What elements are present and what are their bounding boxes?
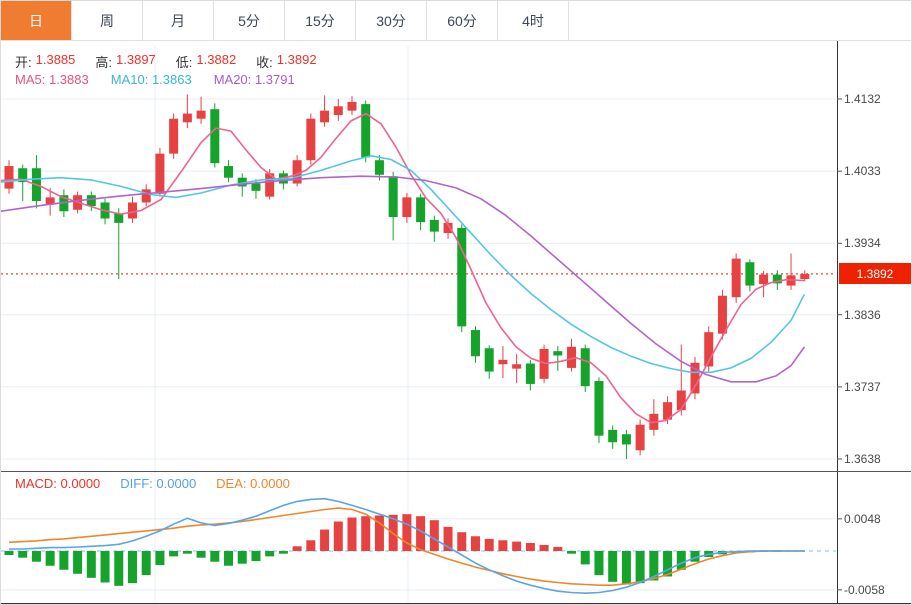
ma20-line	[1, 175, 805, 383]
diff-line	[9, 497, 805, 595]
tab-daily[interactable]: 日	[1, 1, 72, 40]
dea-label: DEA:	[216, 476, 247, 491]
ma10-value: 1.3863	[151, 72, 192, 87]
ma5-value: 1.3883	[48, 72, 89, 87]
ma10-label: MA10:	[110, 72, 149, 87]
tab-weekly[interactable]: 周	[72, 1, 143, 40]
open-value: 1.3885	[35, 52, 76, 67]
macd-legend: MACD: 0.0000 DIFF: 0.0000 DEA: 0.0000	[15, 476, 290, 491]
ohlc-high: 高: 1.3897	[95, 52, 155, 71]
candlestick-macd-chart[interactable]	[1, 41, 912, 605]
tab-15min[interactable]: 15分	[285, 1, 356, 40]
high-label: 高:	[95, 55, 113, 70]
price-axis-label: 1.4033	[844, 164, 881, 179]
diff-value: 0.0000	[156, 476, 197, 491]
high-value: 1.3897	[116, 52, 156, 67]
tab-monthly[interactable]: 月	[143, 1, 214, 40]
low-label: 低:	[175, 55, 193, 70]
dea-value: 0.0000	[250, 476, 290, 491]
axis-ticks	[837, 98, 842, 591]
ma5-line	[1, 112, 805, 424]
ma5-legend-item: MA5: 1.3883	[15, 72, 89, 87]
ma20-legend-item: MA20: 1.3791	[214, 72, 295, 87]
ma5-label: MA5:	[15, 72, 46, 87]
tab-30min[interactable]: 30分	[356, 1, 427, 40]
macd-axis-label: -0.0058	[844, 582, 885, 597]
ma10-line	[1, 155, 805, 374]
dea-line	[8, 507, 805, 587]
macd-axis-label: 0.0048	[844, 511, 881, 526]
open-label: 开:	[15, 55, 32, 70]
price-axis-label: 1.4132	[844, 92, 881, 106]
candles	[4, 94, 810, 459]
price-axis-label: 1.3934	[844, 236, 881, 251]
macd-value: 0.0000	[60, 476, 101, 491]
ma20-value: 1.3791	[254, 72, 295, 87]
diff-legend-item: DIFF: 0.0000	[120, 476, 196, 491]
timeframe-tabbar: 日周月 5分 15分 30分 60分 4时	[1, 1, 911, 41]
close-label: 收:	[256, 55, 273, 70]
price-axis-label: 1.3737	[844, 379, 881, 394]
current-price-badge: 1.3892	[839, 263, 911, 285]
macd-label: MACD:	[15, 476, 57, 491]
ma-legend: MA5: 1.3883 MA10: 1.3863 MA20: 1.3791	[15, 72, 295, 87]
ohlc-open: 开: 1.3885	[15, 52, 75, 71]
price-axis-label: 1.3638	[844, 452, 881, 466]
macd-legend-item: MACD: 0.0000	[15, 476, 100, 491]
tab-60min[interactable]: 60分	[427, 1, 498, 40]
close-value: 1.3892	[276, 52, 317, 67]
ohlc-legend: 开: 1.3885 高: 1.3897 低: 1.3882 收: 1.3892	[15, 52, 317, 71]
price-axis-label: 1.3836	[844, 307, 881, 322]
ohlc-close: 收: 1.3892	[256, 52, 316, 71]
diff-label: DIFF:	[120, 476, 153, 491]
tab-4hour[interactable]: 4时	[498, 1, 569, 40]
ma10-legend-item: MA10: 1.3863	[111, 72, 192, 87]
ohlc-low: 低: 1.3882	[176, 52, 236, 71]
dea-legend-item: DEA: 0.0000	[216, 476, 290, 491]
low-value: 1.3882	[196, 52, 237, 67]
ma20-label: MA20:	[213, 72, 252, 87]
tab-5min[interactable]: 5分	[214, 1, 285, 40]
